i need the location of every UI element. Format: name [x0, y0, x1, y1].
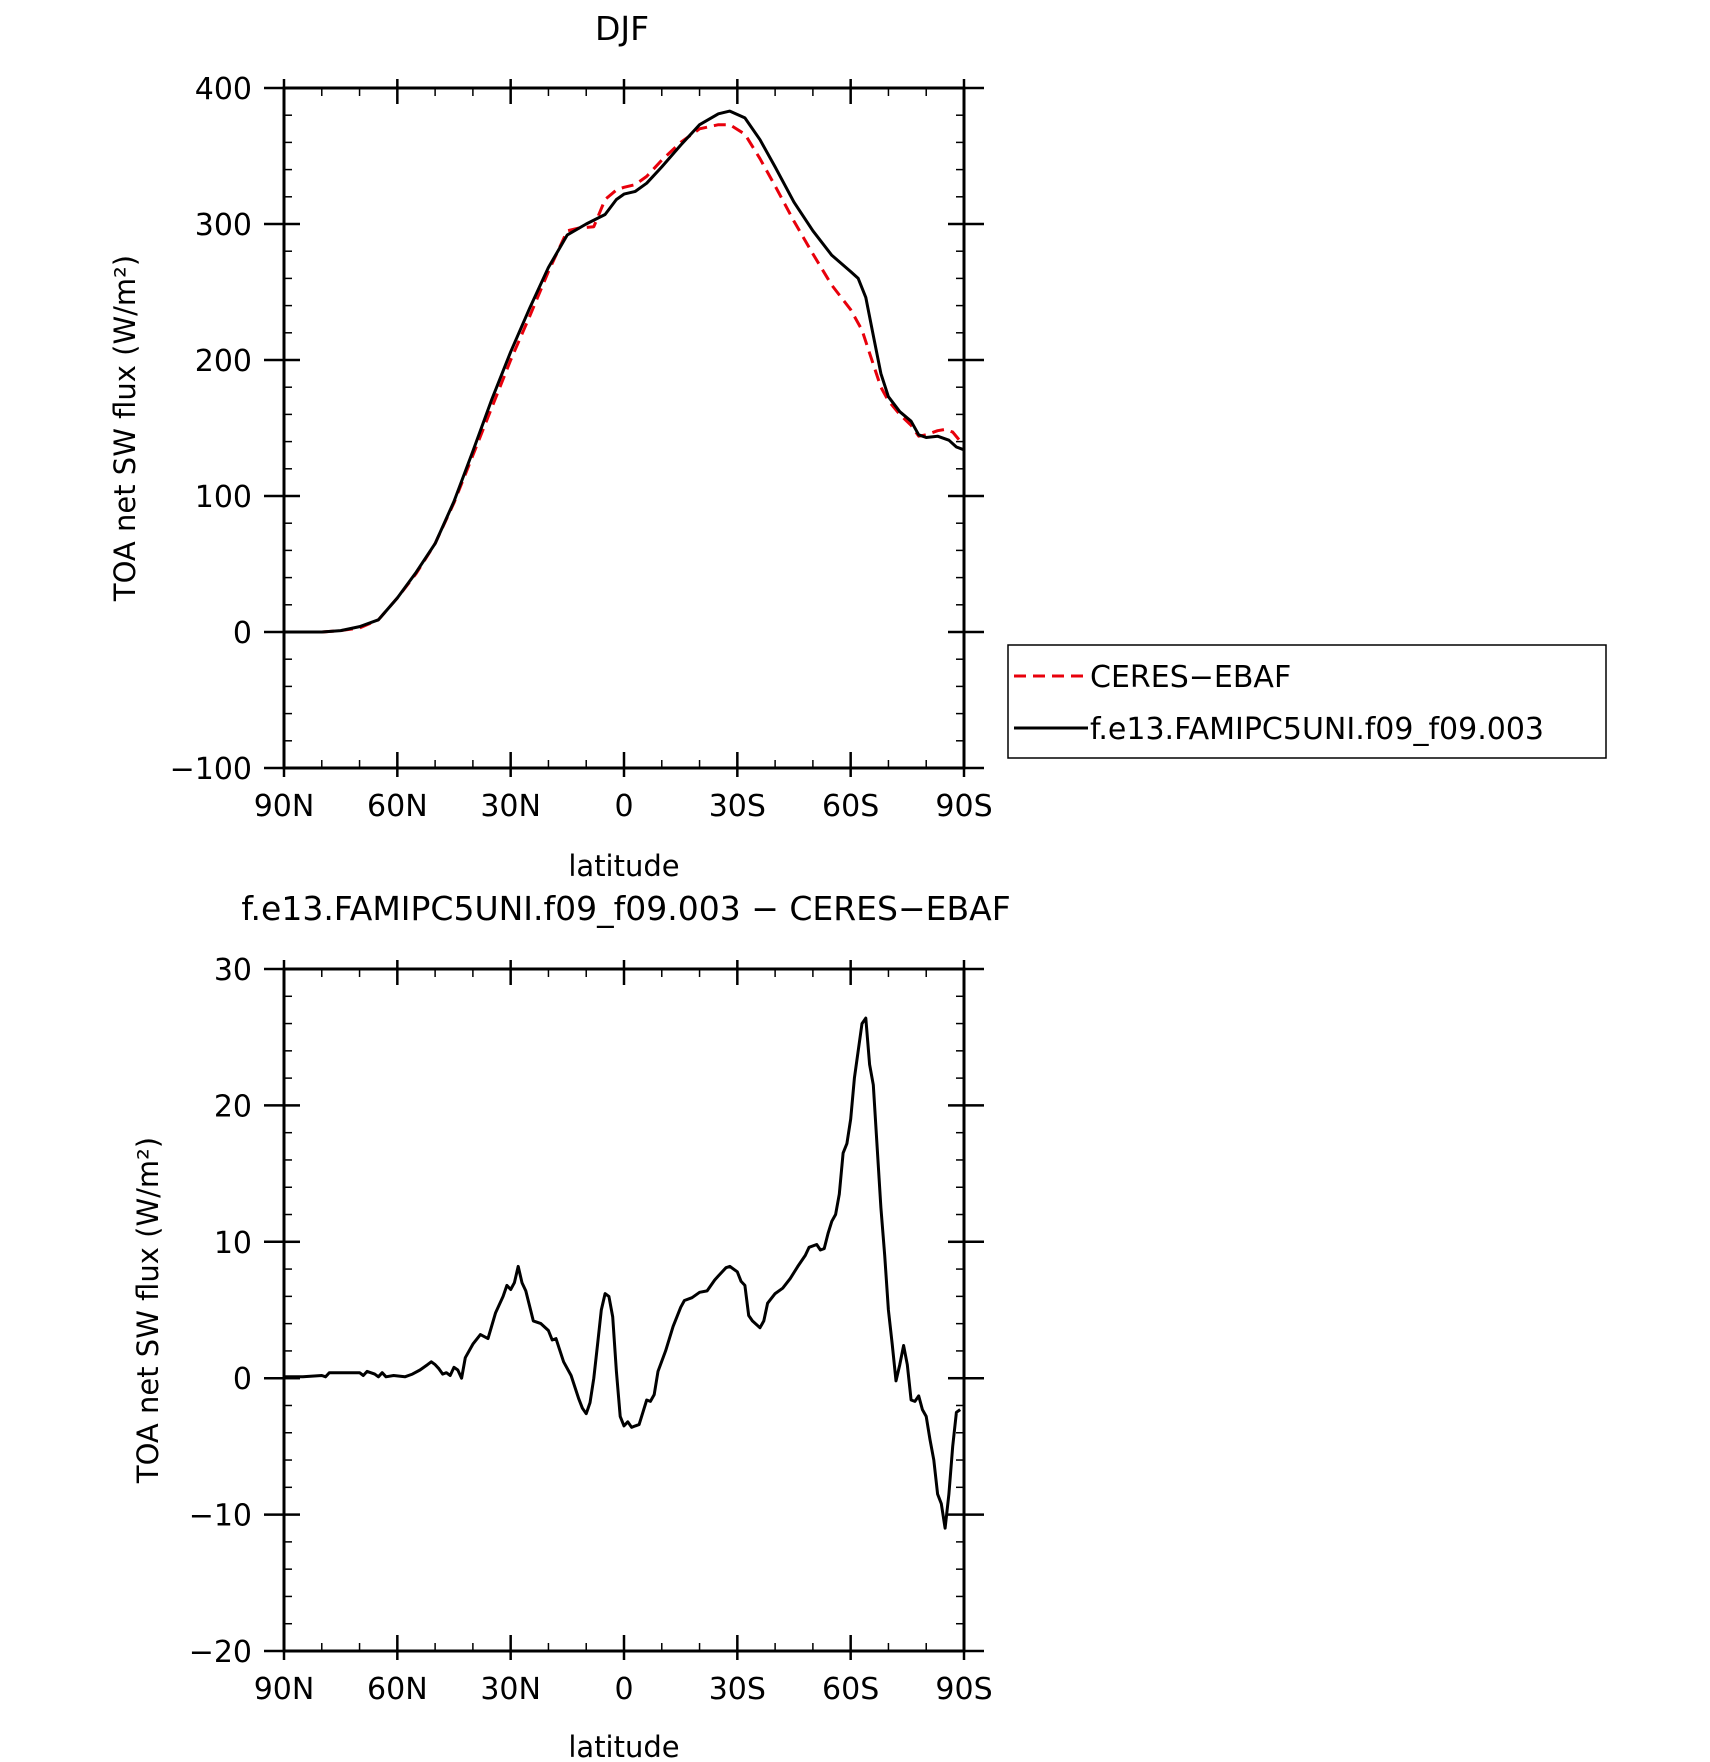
legend-label-model: f.e13.FAMIPC5UNI.f09_f09.003 — [1090, 712, 1544, 747]
bottom-y-tick-label: −20 — [189, 1635, 252, 1670]
bottom-plot-frame — [282, 967, 966, 1653]
legend-label-ceres: CERES−EBAF — [1090, 660, 1291, 695]
top-chart-title: DJF — [595, 9, 649, 48]
top-x-tick-label: 30S — [709, 789, 766, 824]
top-y-tick-label: 0 — [233, 616, 252, 651]
legend-box — [1007, 644, 1607, 759]
bottom-x-tick-label: 90S — [935, 1672, 992, 1707]
legend: CERES−EBAF f.e13.FAMIPC5UNI.f09_f09.003 — [1007, 644, 1607, 759]
top-series-line-1 — [284, 109, 965, 634]
top-x-tick-label: 90N — [254, 789, 315, 824]
bottom-y-axis-label: TOA net SW flux (W/m²) — [131, 1137, 165, 1484]
bottom-x-tick-label: 60N — [367, 1672, 428, 1707]
bottom-chart-title: f.e13.FAMIPC5UNI.f09_f09.003 − CERES−EBA… — [241, 889, 1010, 928]
bottom-x-tick-label: 30N — [480, 1672, 541, 1707]
top-y-tick-label: −100 — [170, 752, 252, 787]
top-y-tick-label: 400 — [195, 72, 252, 107]
top-series-line-0 — [284, 123, 966, 634]
top-y-axis-label: TOA net SW flux (W/m²) — [108, 255, 142, 602]
top-x-axis-label: latitude — [568, 849, 679, 883]
top-plot-frame — [282, 86, 966, 770]
top-x-tick-label: 30N — [480, 789, 541, 824]
top-plot-area: 90N 60N 30N 0 30S 60S 90S −100 0 100 200 300 400 — [170, 72, 993, 824]
bottom-plot-area: 90N 60N 30N 0 30S 60S 90S −20 −10 0 10 20 30 — [189, 953, 993, 1707]
bottom-y-tick-label: 10 — [214, 1226, 252, 1261]
bottom-y-tick-label: 30 — [214, 953, 252, 988]
top-panel: DJF 90N 60N 30N 0 30S 60S 90S −100 0 100 200 300 400… — [108, 9, 993, 883]
bottom-x-tick-label: 60S — [822, 1672, 879, 1707]
top-x-tick-label: 60N — [367, 789, 428, 824]
top-y-tick-label: 100 — [195, 480, 252, 515]
top-x-tick-label: 60S — [822, 789, 879, 824]
bottom-y-tick-label: 0 — [233, 1362, 252, 1397]
bottom-panel: f.e13.FAMIPC5UNI.f09_f09.003 − CERES−EBA… — [131, 889, 1011, 1762]
top-y-tick-label: 200 — [195, 344, 252, 379]
bottom-x-axis-label: latitude — [568, 1730, 679, 1762]
bottom-y-tick-label: −10 — [189, 1499, 252, 1534]
bottom-x-tick-label: 30S — [709, 1672, 766, 1707]
top-y-tick-label: 300 — [195, 208, 252, 243]
bottom-x-tick-label: 90N — [254, 1672, 315, 1707]
bottom-y-tick-label: 20 — [214, 1089, 252, 1124]
top-x-tick-label: 0 — [614, 789, 633, 824]
bottom-x-tick-label: 0 — [614, 1672, 633, 1707]
bottom-series-line-0 — [284, 1016, 962, 1530]
top-x-tick-label: 90S — [935, 789, 992, 824]
